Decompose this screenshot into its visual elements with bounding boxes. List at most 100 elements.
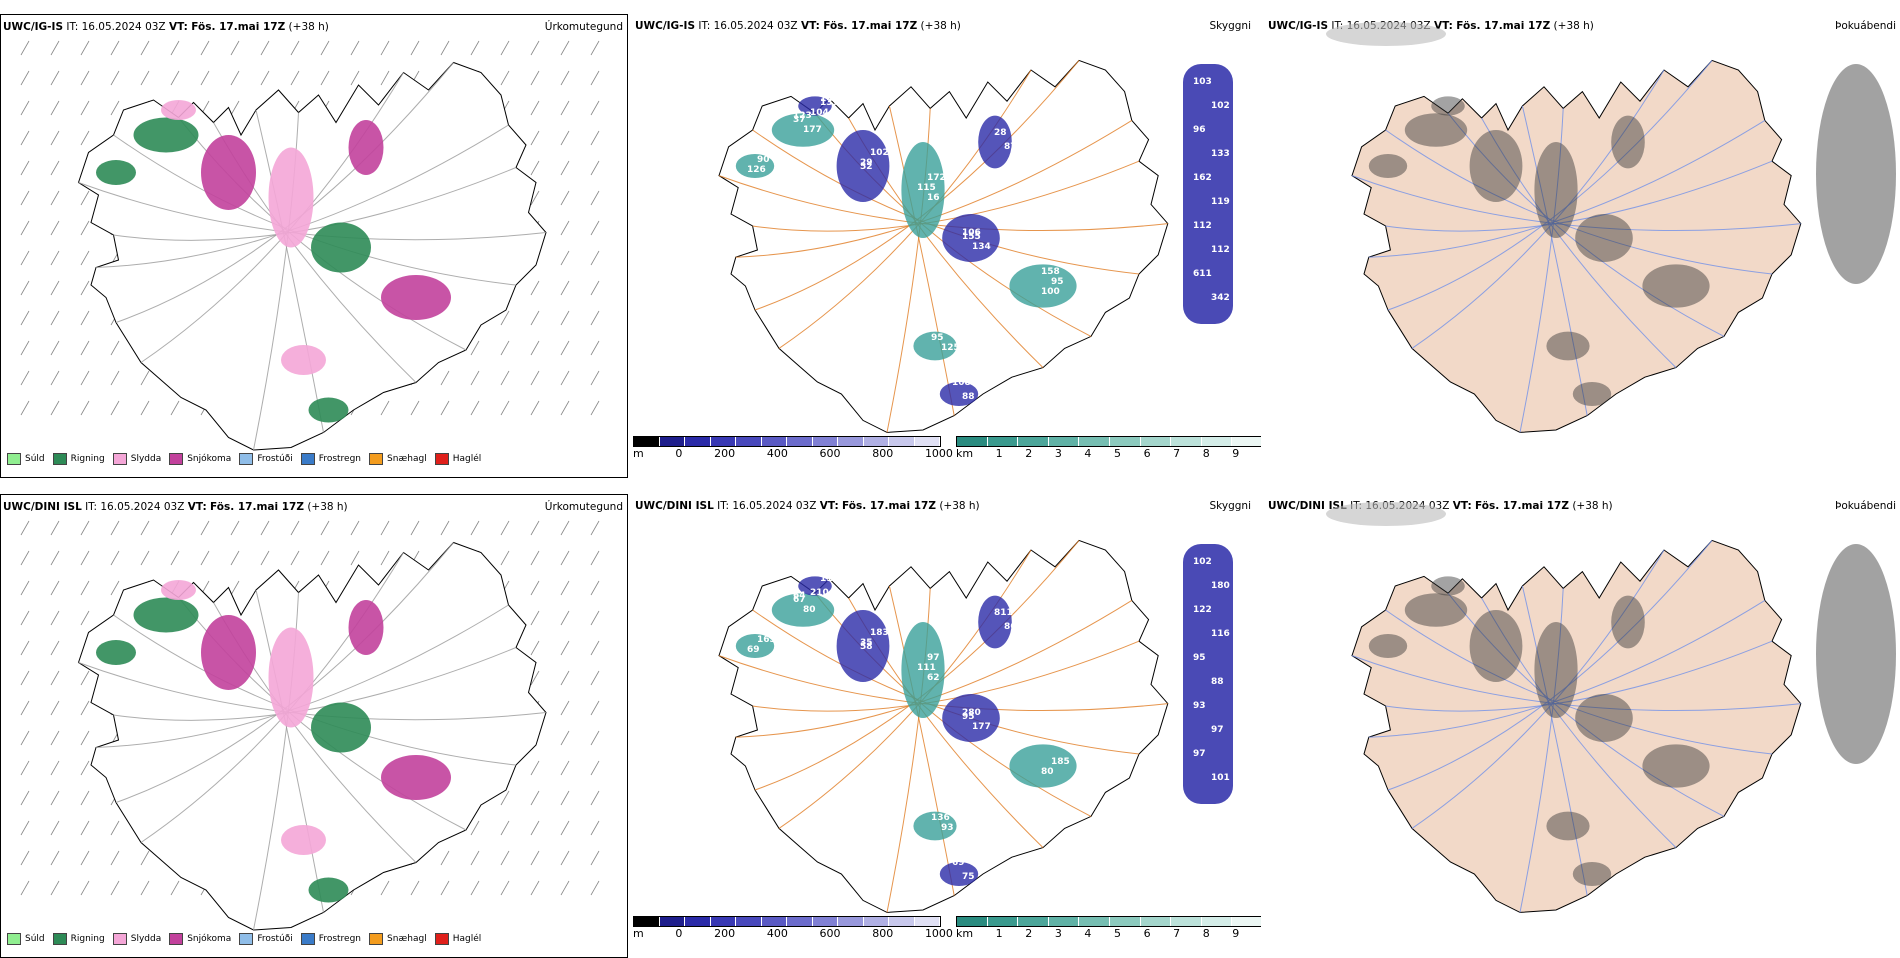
wind-barb [170,550,180,566]
colorbar-segment [1109,437,1141,446]
wind-barb [80,790,90,806]
wind-barb [560,340,570,356]
colorbar-tick: 400 [766,927,788,940]
wind-barb [230,40,240,56]
ceiling-label: 155 [962,232,981,242]
precip-area [96,640,136,665]
legend-item: Haglél [434,933,481,945]
wind-barb [80,220,90,236]
wind-barb [380,880,390,896]
wind-barb [560,700,570,716]
river [1447,112,1725,337]
wind-barb [560,370,570,386]
legend-label: Frostregn [318,454,362,464]
wind-barb [530,280,540,296]
wind-barb [500,70,510,86]
wind-barb [50,730,60,746]
wind-barb [50,400,60,416]
wind-barb [440,40,450,56]
precip-area [268,627,314,728]
wind-barb [590,250,600,266]
wind-barb [560,610,570,626]
wind-barb [590,520,600,536]
wind-barb [500,880,510,896]
colorbar-segment [634,437,660,446]
wind-barb [110,850,120,866]
wind-barb [110,400,120,416]
wind-barb [50,580,60,596]
wind-barb [20,880,30,896]
ceiling-label: 119 [1211,197,1230,207]
colorbar-tick: 0 [675,447,683,460]
wind-barb [50,790,60,806]
legend-item: Frostregn [300,453,362,465]
river [1519,588,1564,913]
ceiling-label: 134 [972,242,991,252]
ceiling-label: 52 [860,162,873,172]
map-layer: 64 35 62 280 80 110 69 811 93 69 80 183 111 177 185 210… [718,539,1233,913]
legend-item: Snjókoma [169,933,231,945]
wind-barb [560,760,570,776]
wind-barb [410,880,420,896]
ceiling-label: 100 [1041,287,1060,297]
wind-barb [470,40,480,56]
fog-area [1575,694,1633,742]
cloud-area [901,622,945,718]
ceiling-label: 69 [747,645,760,655]
wind-barb [170,40,180,56]
wind-barb [80,520,90,536]
colorbar-tick: 400 [766,447,788,460]
wind-barb [20,190,30,206]
cloud-area [771,593,835,627]
wind-barb [140,880,150,896]
ceiling-label: 95 [1193,653,1206,663]
legend-swatch [52,933,67,945]
cloud-area [1183,64,1233,324]
wind-barb [470,820,480,836]
ceiling-label: 93 [1193,701,1206,711]
precip-area [201,135,256,210]
colorbar-segment [1232,917,1261,926]
colorbar-segment [1201,437,1233,446]
road [888,585,955,896]
ceiling-label: 80 [1041,767,1054,777]
ceiling-label: 133 [1211,149,1230,159]
wind-barb [530,100,540,116]
wind-barb [500,520,510,536]
colorbar-segment [987,437,1019,446]
wind-barb [20,70,30,86]
wind-barb [80,310,90,326]
wind-barb [80,250,90,266]
wind-barb [50,310,60,326]
river [1368,119,1766,258]
fog-map [1326,502,1896,913]
wind-barb [470,370,480,386]
river [1368,599,1766,738]
wind-barb [80,370,90,386]
wind-barb [20,400,30,416]
ceiling-colorbar: m 0 200 400 600 800 1000 [633,916,953,940]
legend-swatch [434,933,449,945]
fog-area [1469,130,1523,202]
wind-barb [230,70,240,86]
wind-barb [470,520,480,536]
wind-barb [590,790,600,806]
wind-barb [470,340,480,356]
wind-barb [50,610,60,626]
wind-barb [560,790,570,806]
cloud-area [942,694,1000,742]
cloud-area [978,115,1012,169]
fog-index-panel-row2: UWC/DINI ISL IT: 16.05.2024 03Z VT: Fös.… [1266,494,1900,958]
ceiling-label: 177 [803,125,822,135]
ceiling-label: 90 [757,155,770,165]
colorbar-segment [863,437,889,446]
wind-barb [500,310,510,326]
legend-label: Snæhagl [387,934,427,944]
wind-barb [440,520,450,536]
precip-area [311,222,371,273]
panel-title: Úrkomutegund [544,21,623,33]
wind-barb [20,100,30,116]
wind-barb [560,280,570,296]
river [1351,655,1801,712]
wind-barb [50,880,60,896]
